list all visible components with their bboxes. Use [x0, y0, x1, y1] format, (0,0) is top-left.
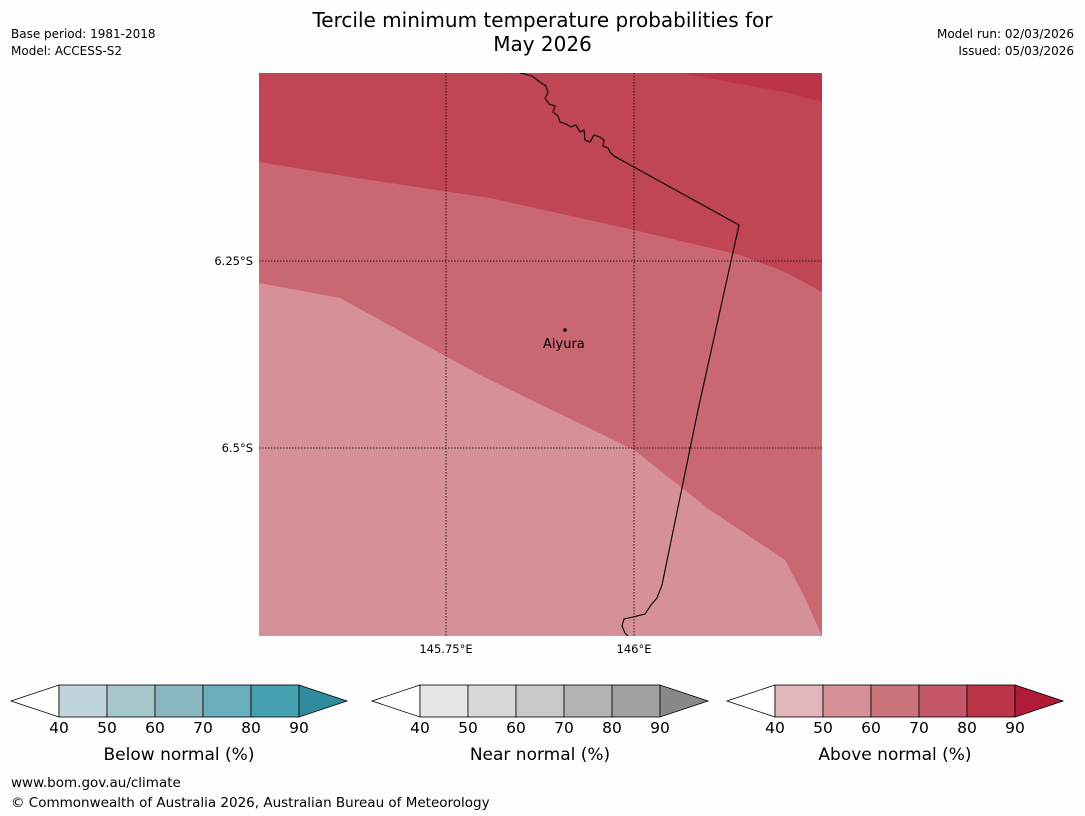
- legend-above-swatch: [822, 684, 872, 718]
- meta-left: Base period: 1981-2018 Model: ACCESS-S2: [11, 26, 156, 60]
- legend-near-tick: 60: [506, 719, 526, 737]
- legend-below-swatch: [154, 684, 204, 718]
- legend-above-swatch: [966, 684, 1016, 718]
- legend-above-tick: 90: [1005, 719, 1025, 737]
- lat-label-6-5: 6.5°S: [221, 441, 253, 455]
- map-title: Tercile minimum temperature probabilitie…: [0, 8, 1085, 56]
- legend-below-swatch: [58, 684, 108, 718]
- legend-near-tick: 80: [602, 719, 622, 737]
- legend-above-tick: 40: [765, 719, 785, 737]
- legend-above-tick: 50: [813, 719, 833, 737]
- legend-below-tick: 40: [49, 719, 69, 737]
- footer-copyright: © Commonwealth of Australia 2026, Austra…: [11, 795, 490, 811]
- legend-near-over-arrow: [659, 684, 710, 718]
- legend-near-title: Near normal (%): [469, 745, 611, 765]
- base-period: Base period: 1981-2018: [11, 27, 156, 41]
- legend-below-tick: 70: [193, 719, 213, 737]
- legend-near-swatch: [467, 684, 517, 718]
- legend-below-swatch: [202, 684, 252, 718]
- legend-near-swatch: [611, 684, 661, 718]
- legend-near-tick: 90: [650, 719, 670, 737]
- footer-website[interactable]: www.bom.gov.au/climate: [11, 775, 181, 791]
- legend-above-tick: 60: [861, 719, 881, 737]
- probability-zone-90-plus: [680, 73, 822, 102]
- model-run: Model run: 02/03/2026: [936, 27, 1074, 41]
- legend-above-over-arrow: [1014, 684, 1065, 718]
- legend-below-tick: 80: [241, 719, 261, 737]
- legend-above-tick: 80: [957, 719, 977, 737]
- legend-near-tick: 40: [410, 719, 430, 737]
- legend-below-under-arrow: [9, 684, 60, 718]
- issued-date: Issued: 05/03/2026: [958, 44, 1074, 58]
- legend-near-tick: 70: [554, 719, 574, 737]
- legend-below-tick: 60: [145, 719, 165, 737]
- lon-label-146: 146°E: [616, 642, 652, 656]
- lat-label-6-25: 6.25°S: [214, 254, 253, 268]
- legend-below-tick: 90: [289, 719, 309, 737]
- legend-below-over-arrow: [298, 684, 349, 718]
- legend-near-under-arrow: [370, 684, 421, 718]
- legend-above-tick: 70: [909, 719, 929, 737]
- legend-near-swatch: [515, 684, 565, 718]
- title-line-1: Tercile minimum temperature probabilitie…: [312, 8, 773, 32]
- legend-below-swatch: [250, 684, 300, 718]
- legend-above-swatch: [918, 684, 968, 718]
- legend-above-swatch: [774, 684, 824, 718]
- legend-near-swatch: [563, 684, 613, 718]
- legend-above-title: Above normal (%): [818, 745, 972, 765]
- legend-below-swatch: [106, 684, 156, 718]
- place-label-aiyura: Aiyura: [543, 337, 585, 352]
- legend-below-tick: 50: [97, 719, 117, 737]
- legend-above-under-arrow: [725, 684, 776, 718]
- model-name: Model: ACCESS-S2: [11, 44, 123, 58]
- meta-right: Model run: 02/03/2026 Issued: 05/03/2026: [937, 26, 1074, 60]
- legend-near-swatch: [419, 684, 469, 718]
- legend-near-tick: 50: [458, 719, 478, 737]
- probability-zone-80-90: [259, 73, 822, 292]
- title-line-2: May 2026: [493, 32, 592, 56]
- legend-below-title: Below normal (%): [103, 745, 255, 765]
- legend-group: [9, 684, 1065, 718]
- province-border: [519, 73, 740, 636]
- lon-label-145-75: 145.75°E: [419, 642, 473, 656]
- legend-above-swatch: [870, 684, 920, 718]
- aiyura-marker: [563, 328, 567, 332]
